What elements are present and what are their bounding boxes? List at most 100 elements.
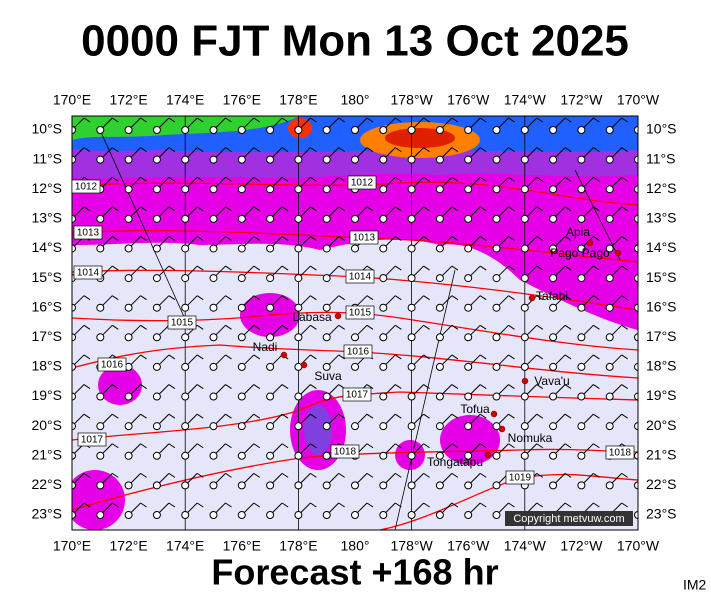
latitude-label: 21°S bbox=[646, 446, 677, 462]
barb bbox=[621, 384, 628, 389]
barb bbox=[479, 354, 487, 360]
barb bbox=[112, 206, 119, 212]
isobar-label-box bbox=[167, 315, 197, 330]
station bbox=[492, 274, 501, 283]
station bbox=[577, 185, 586, 194]
station bbox=[492, 481, 501, 490]
barb bbox=[196, 443, 204, 449]
place-label: Nadi bbox=[253, 340, 278, 354]
station bbox=[520, 422, 529, 431]
station bbox=[209, 451, 218, 460]
barb bbox=[281, 324, 289, 330]
barb bbox=[310, 117, 317, 123]
station bbox=[379, 362, 388, 371]
station bbox=[124, 451, 133, 460]
station bbox=[549, 244, 558, 253]
longitude-label: 180° bbox=[341, 538, 370, 554]
barb bbox=[423, 265, 430, 271]
barb bbox=[310, 502, 317, 508]
station bbox=[605, 155, 614, 164]
barb bbox=[593, 472, 600, 478]
barb bbox=[83, 354, 91, 360]
barb bbox=[508, 443, 515, 449]
station bbox=[464, 481, 473, 490]
barb bbox=[564, 443, 572, 449]
isobar-label: 1014 bbox=[77, 268, 100, 279]
longitude-label: 174°W bbox=[504, 538, 547, 554]
barb bbox=[621, 295, 628, 301]
station bbox=[322, 155, 331, 164]
station bbox=[237, 214, 246, 223]
station bbox=[492, 333, 501, 342]
longitude-label: 180° bbox=[341, 92, 370, 108]
station bbox=[124, 185, 133, 194]
barb bbox=[395, 443, 402, 449]
station bbox=[407, 214, 416, 223]
barb bbox=[451, 384, 459, 389]
barb bbox=[508, 147, 515, 153]
barb bbox=[564, 117, 572, 123]
barb bbox=[508, 117, 515, 123]
barb bbox=[479, 117, 487, 123]
place-label: Nomuka bbox=[508, 431, 553, 445]
station bbox=[209, 392, 218, 401]
latitude-label: 17°S bbox=[31, 328, 62, 344]
barb bbox=[168, 147, 176, 153]
station bbox=[549, 451, 558, 460]
place-marker bbox=[300, 361, 308, 369]
station bbox=[435, 451, 444, 460]
station bbox=[72, 362, 76, 371]
isobar-label: 1012 bbox=[351, 178, 374, 189]
longitude-label: 172°E bbox=[109, 538, 147, 554]
station bbox=[96, 244, 105, 253]
station bbox=[549, 362, 558, 371]
barb bbox=[225, 443, 232, 449]
station bbox=[237, 481, 246, 490]
barb bbox=[83, 472, 91, 478]
station bbox=[72, 214, 76, 223]
barb bbox=[621, 147, 628, 153]
station bbox=[181, 244, 190, 253]
map-labels: 170°E 170°E 172°E 172°E 174°E 174°E 176°E 176°E… bbox=[31, 92, 676, 554]
longitude-label: 172°E bbox=[109, 92, 147, 108]
station bbox=[72, 422, 76, 431]
barb bbox=[479, 443, 487, 449]
barb bbox=[479, 324, 487, 330]
barb bbox=[310, 472, 317, 478]
station bbox=[520, 126, 529, 134]
barb bbox=[338, 206, 345, 212]
station bbox=[266, 214, 275, 223]
station bbox=[181, 185, 190, 194]
isobar-label: 1016 bbox=[101, 360, 124, 371]
latitude-label: 15°S bbox=[646, 269, 677, 285]
station bbox=[492, 185, 501, 194]
station bbox=[209, 244, 218, 253]
station bbox=[124, 274, 133, 283]
barb bbox=[395, 502, 402, 508]
station bbox=[549, 333, 558, 342]
latitude-label: 23°S bbox=[646, 506, 677, 522]
station bbox=[379, 214, 388, 223]
barb bbox=[281, 147, 289, 153]
isobar-label-box bbox=[73, 265, 103, 280]
station bbox=[181, 126, 190, 134]
barb bbox=[225, 502, 232, 508]
barb bbox=[310, 443, 317, 449]
barb bbox=[366, 206, 374, 212]
map-area bbox=[72, 116, 638, 530]
barb bbox=[281, 502, 289, 508]
station bbox=[152, 511, 161, 519]
station bbox=[181, 511, 190, 519]
station bbox=[520, 274, 529, 283]
barb bbox=[564, 324, 572, 330]
station bbox=[266, 392, 275, 401]
station bbox=[634, 333, 638, 342]
station bbox=[294, 214, 303, 223]
barb bbox=[451, 147, 459, 153]
barb bbox=[508, 265, 515, 271]
station bbox=[237, 303, 246, 312]
station bbox=[577, 392, 586, 401]
station bbox=[435, 422, 444, 431]
station bbox=[492, 511, 501, 519]
barb bbox=[621, 236, 628, 241]
